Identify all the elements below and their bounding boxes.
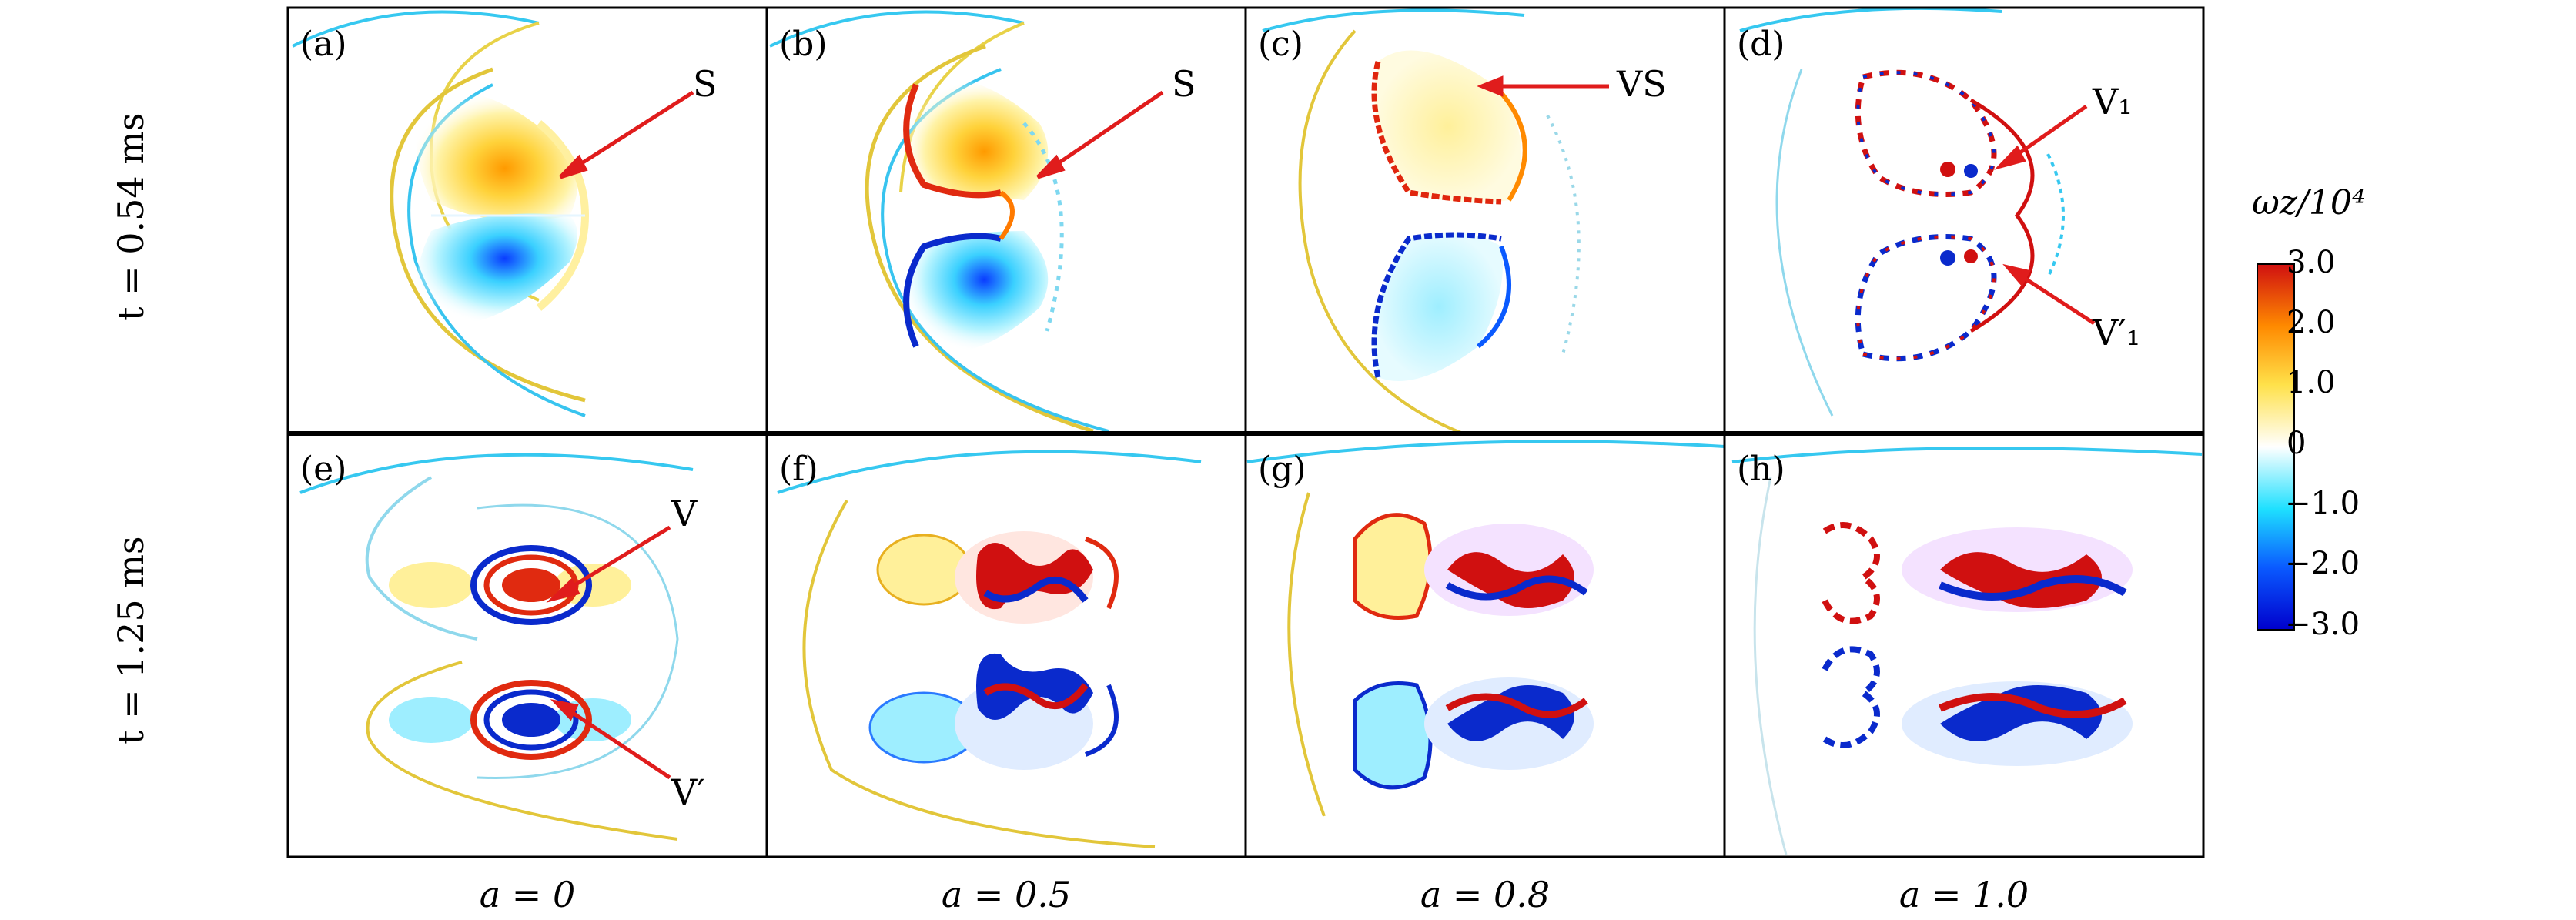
colorbar-tick-m3: −3.0	[2285, 607, 2360, 642]
annotation-v1prime-d: V′₁	[2093, 312, 2141, 353]
panel-g	[1246, 440, 1725, 817]
annotation-arrows	[546, 75, 2096, 780]
col-label-a0: a = 0	[479, 874, 576, 915]
panel-a	[292, 10, 590, 417]
annotation-vs-c: VS	[1617, 63, 1667, 105]
colorbar-tick-0: 0	[2287, 426, 2307, 461]
annotation-s-a: S	[693, 63, 718, 105]
colorbar-tick-m1: −1.0	[2285, 486, 2360, 521]
colorbar	[2257, 263, 2295, 631]
panel-d	[1739, 8, 2065, 417]
panel-label-b: (b)	[779, 25, 828, 64]
row-label-t125: t = 1.25 ms	[110, 536, 152, 744]
colorbar-title: ωz/10⁴	[2252, 183, 2366, 222]
panel-label-e: (e)	[300, 450, 347, 489]
col-label-a08: a = 0.8	[1420, 874, 1551, 915]
colorbar-tick-1: 1.0	[2287, 365, 2336, 400]
panel-b	[769, 10, 1109, 433]
panel-c	[1262, 8, 1581, 433]
panel-label-a: (a)	[300, 25, 347, 64]
panel-h	[1731, 447, 2203, 855]
panel-label-f: (f)	[779, 450, 818, 489]
col-label-a05: a = 0.5	[941, 874, 1072, 915]
panel-label-h: (h)	[1737, 450, 1785, 489]
panel-borders	[286, 6, 2205, 858]
col-label-a10: a = 1.0	[1899, 874, 2029, 915]
panel-label-c: (c)	[1258, 25, 1303, 64]
annotation-v1-d: V₁	[2093, 81, 2133, 122]
annotation-v-e: V	[671, 493, 698, 534]
colorbar-tick-m2: −2.0	[2285, 546, 2360, 581]
panel-label-d: (d)	[1737, 25, 1785, 64]
row-label-t054: t = 0.54 ms	[110, 112, 152, 321]
panel-e	[299, 453, 694, 841]
annotation-s-b: S	[1172, 63, 1196, 105]
annotation-vprime-e: V′	[671, 771, 705, 813]
panel-f	[777, 450, 1202, 848]
panel-label-g: (g)	[1258, 450, 1306, 489]
colorbar-tick-2: 2.0	[2287, 305, 2336, 340]
colorbar-tick-3: 3.0	[2287, 245, 2336, 280]
